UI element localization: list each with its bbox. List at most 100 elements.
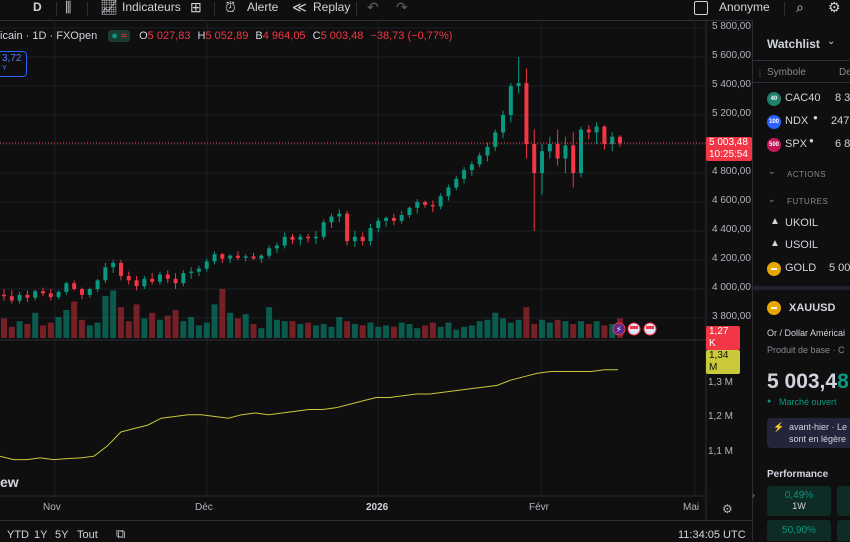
- volume-bar: [156, 319, 163, 338]
- drag-handle-icon[interactable]: ⋮: [756, 69, 764, 78]
- volume-bar: [172, 310, 179, 338]
- candle-body: [79, 289, 84, 295]
- volume-bar: [507, 322, 514, 338]
- details-symbol[interactable]: XAUUSD: [789, 302, 836, 314]
- symbol-title[interactable]: icain · 1D · FXOpen: [0, 30, 98, 42]
- section-actions[interactable]: ACTIONS: [787, 170, 827, 179]
- column-last-header[interactable]: De: [839, 67, 850, 78]
- chevron-down-icon[interactable]: ⌄: [827, 36, 836, 47]
- watchlist-row-ndx[interactable]: 100 NDX ● 247: [753, 112, 850, 134]
- current-price-value: 5 003,48: [709, 137, 748, 148]
- performance-1w[interactable]: 0,49% 1W: [767, 486, 831, 516]
- candle-body: [2, 294, 6, 297]
- alarm-clock-icon[interactable]: ⏰︎: [225, 0, 236, 15]
- row-symbol: SPX: [785, 138, 808, 150]
- volume-bar: [125, 321, 132, 338]
- candle-body: [423, 202, 428, 205]
- candle-body: [181, 273, 186, 284]
- candle-style-icon[interactable]: ⫼: [65, 0, 72, 15]
- volume-bar: [336, 317, 343, 338]
- price-badge[interactable]: 3,72 Y: [0, 51, 27, 77]
- watchlist-row-gold[interactable]: ▬ GOLD 5 00: [753, 258, 850, 280]
- calendar-range-icon[interactable]: ⧉: [116, 526, 126, 541]
- ndx-badge-icon: 100: [767, 115, 781, 129]
- current-price-label: 5 003,48 10:25:54: [706, 137, 752, 161]
- candle-body: [532, 144, 537, 173]
- watchlist-row-cac40[interactable]: 40 CAC40 8 3: [753, 89, 850, 111]
- close-label: C: [312, 30, 321, 42]
- volume-bar: [24, 324, 31, 338]
- open-value: 5 027,83: [147, 30, 191, 42]
- candle-body: [313, 236, 318, 239]
- volume-label: 1,27 K: [706, 326, 740, 350]
- chevron-down-icon[interactable]: ⌄: [768, 194, 776, 204]
- volume-bar: [344, 321, 351, 338]
- row-value: 8 3: [835, 92, 850, 104]
- price-tick-label: 5 400,00: [712, 79, 751, 90]
- range-5y[interactable]: 5Y: [55, 529, 69, 541]
- candle-body: [48, 293, 53, 297]
- range-1y[interactable]: 1Y: [34, 529, 48, 541]
- alert-button[interactable]: Alerte: [247, 0, 279, 14]
- row-value: 247: [831, 115, 850, 127]
- performance-tile[interactable]: [837, 520, 850, 541]
- replay-button[interactable]: Replay: [313, 0, 351, 14]
- volume-bars: [1, 289, 623, 338]
- replay-icon[interactable]: ≪: [292, 0, 307, 15]
- indicators-icon[interactable]: 📈︎: [100, 0, 118, 15]
- checkbox-icon[interactable]: [694, 1, 708, 15]
- price-chart[interactable]: ⚡: [0, 20, 752, 520]
- divider: [753, 82, 850, 83]
- candle-body: [173, 278, 178, 284]
- badge-unit: Y: [2, 65, 7, 72]
- change-value: −38,73 (−0,77%): [370, 30, 453, 42]
- candle-body: [282, 236, 287, 246]
- news-card[interactable]: ⚡ avant-hier · Le sont en légère: [767, 418, 850, 448]
- volume-bar: [289, 321, 296, 338]
- section-futures[interactable]: FUTURES: [787, 197, 829, 206]
- watchlist-row-usoil[interactable]: ▲ USOIL: [753, 235, 850, 257]
- watchlist-row-ukoil[interactable]: ▲ UKOIL: [753, 213, 850, 235]
- volume-bar: [258, 328, 265, 338]
- watchlist-row-spx[interactable]: 500 SPX ● 6 8: [753, 135, 850, 157]
- volume-bar: [554, 319, 561, 338]
- volume-bar: [86, 325, 93, 338]
- undo-icon[interactable]: ↶: [367, 0, 379, 15]
- lightning-event-icon: [612, 322, 626, 336]
- watchlist-title[interactable]: Watchlist: [767, 37, 820, 51]
- column-symbol-header[interactable]: Symbole: [767, 67, 806, 78]
- range-ytd[interactable]: YTD: [7, 529, 29, 541]
- layout-grid-icon[interactable]: ⊞: [190, 0, 202, 15]
- indicator-line: [0, 369, 618, 461]
- candle-body: [87, 289, 92, 295]
- settings-gear-icon[interactable]: ⚙︎: [828, 0, 841, 15]
- chevron-down-icon[interactable]: ⌄: [768, 166, 776, 176]
- candle-body: [501, 115, 506, 133]
- performance-tile[interactable]: [837, 486, 850, 516]
- volume-bar: [195, 325, 202, 338]
- collapse-arrow-icon[interactable]: ›: [752, 490, 755, 500]
- account-button[interactable]: Anonyme: [719, 0, 770, 14]
- cac40-badge-icon: 40: [767, 92, 781, 106]
- news-line-1: avant-hier · Le: [789, 422, 848, 432]
- search-icon[interactable]: ⌕: [796, 0, 804, 15]
- candle-body: [602, 126, 607, 144]
- candle-body: [40, 291, 45, 294]
- interval-selector[interactable]: D: [33, 0, 42, 14]
- volume-bar: [375, 326, 382, 338]
- axis-settings-icon[interactable]: ⚙︎: [722, 502, 733, 516]
- utc-clock[interactable]: 11:34:05 UTC: [678, 529, 746, 541]
- candle-body: [204, 261, 209, 269]
- indicators-button[interactable]: Indicateurs: [122, 0, 181, 14]
- candle-body: [360, 236, 365, 242]
- high-label: H: [197, 30, 206, 42]
- range-all[interactable]: Tout: [77, 529, 98, 541]
- redo-icon[interactable]: ↷: [396, 0, 408, 15]
- price-tick-label: 4 000,00: [712, 282, 751, 293]
- performance-long[interactable]: 50,90%: [767, 520, 831, 541]
- candle-body: [33, 291, 38, 298]
- candle-body: [165, 274, 170, 279]
- candle-body: [352, 236, 357, 242]
- row-symbol: USOIL: [785, 239, 819, 251]
- candle-body: [196, 268, 201, 272]
